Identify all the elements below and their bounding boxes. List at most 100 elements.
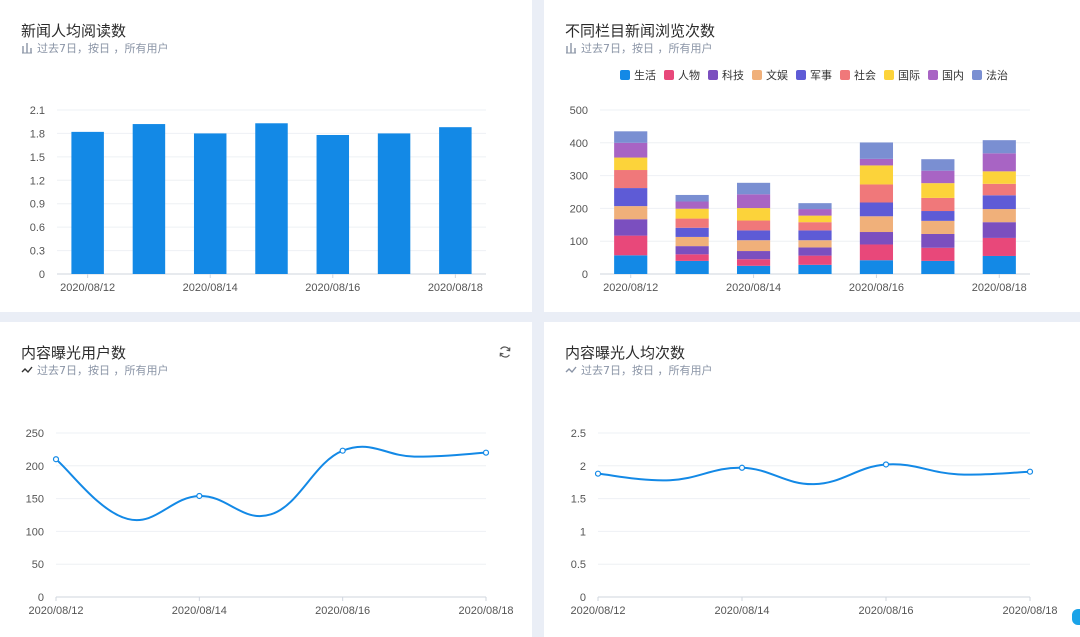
x-tick-label: 2020/08/12 bbox=[28, 605, 83, 617]
bar-segment bbox=[675, 194, 709, 202]
x-tick-label: 2020/08/16 bbox=[849, 282, 904, 294]
bar bbox=[255, 123, 288, 275]
card-subtitle: 过去7日，按日 ，所有用户 bbox=[21, 40, 169, 56]
bar-segment bbox=[736, 240, 771, 252]
x-tick-label: 2020/08/14 bbox=[183, 282, 238, 294]
legend-item[interactable]: 国内 bbox=[928, 67, 964, 83]
bar-segment bbox=[982, 209, 1016, 223]
data-point bbox=[1026, 468, 1034, 475]
legend-item[interactable]: 文娱 bbox=[752, 67, 788, 83]
line-chart-icon bbox=[565, 364, 577, 376]
legend-label: 国内 bbox=[942, 69, 964, 82]
bar-segment bbox=[982, 153, 1016, 172]
bar-segment bbox=[982, 171, 1016, 184]
bar-segment bbox=[859, 158, 894, 166]
bar-segment bbox=[736, 182, 771, 195]
bar-chart: 0 0.3 0.6 0.9 1.2 1.5 1.8 2.1 2020/08/12 2020/08/… bbox=[30, 105, 486, 294]
data-point bbox=[196, 492, 203, 500]
y-tick-label: 100 bbox=[26, 526, 44, 538]
bar-segment bbox=[736, 230, 771, 241]
legend-label: 社会 bbox=[854, 69, 876, 82]
legend-swatch bbox=[708, 70, 718, 80]
bar-chart-icon bbox=[565, 42, 577, 54]
legend-item[interactable]: 社会 bbox=[840, 67, 876, 83]
x-tick-label: 2020/08/16 bbox=[305, 282, 360, 294]
legend-item[interactable]: 国际 bbox=[884, 67, 920, 83]
bar-segment bbox=[736, 208, 771, 221]
bar-segment bbox=[798, 222, 832, 231]
bar-segment bbox=[859, 232, 894, 245]
legend-item[interactable]: 科技 bbox=[708, 67, 744, 83]
card-title: 不同栏目新闻浏览次数 bbox=[565, 22, 716, 40]
bar-segment bbox=[798, 230, 832, 241]
bar-segment bbox=[798, 255, 832, 265]
x-tick-label: 2020/08/12 bbox=[570, 605, 625, 617]
side-handle[interactable] bbox=[1072, 609, 1080, 625]
bar-segment bbox=[736, 251, 771, 260]
bar-segment bbox=[614, 157, 648, 171]
bar-segment bbox=[675, 218, 709, 228]
legend-swatch bbox=[752, 70, 762, 80]
card-news-avg-reads: 新闻人均阅读数 过去7日，按日 ，所有用户 0 0.3 0.6 0.9 1.2 1.5 1.… bbox=[0, 0, 532, 312]
bar-segment bbox=[921, 183, 955, 198]
legend-item[interactable]: 法治 bbox=[972, 67, 1008, 83]
bar-segment bbox=[859, 142, 894, 159]
bar-segment bbox=[921, 197, 955, 212]
bar-segment bbox=[798, 264, 832, 274]
series-line bbox=[597, 463, 1031, 486]
bar-segment bbox=[675, 260, 709, 274]
bar bbox=[193, 133, 227, 274]
y-tick-label: 200 bbox=[26, 461, 44, 473]
bar-segment bbox=[614, 170, 648, 189]
legend-label: 国际 bbox=[898, 69, 920, 82]
bar-segment bbox=[982, 237, 1016, 256]
legend-swatch bbox=[840, 70, 850, 80]
y-tick-label: 2.5 bbox=[571, 428, 586, 440]
subtitle-text: 过去7日，按日 ，所有用户 bbox=[581, 364, 713, 377]
y-tick-label: 1.8 bbox=[30, 128, 45, 140]
legend-item[interactable]: 人物 bbox=[664, 67, 700, 83]
legend-item[interactable]: 生活 bbox=[620, 67, 656, 83]
data-point bbox=[882, 461, 890, 468]
y-tick-label: 200 bbox=[570, 203, 588, 215]
y-tick-label: 2.1 bbox=[30, 105, 45, 117]
y-tick-label: 300 bbox=[570, 171, 588, 183]
line-chart-icon bbox=[21, 364, 33, 376]
bar-segment bbox=[614, 235, 648, 256]
bar-segment bbox=[614, 131, 648, 143]
series-line bbox=[55, 445, 487, 522]
card-subtitle: 过去7日，按日 ，所有用户 bbox=[565, 362, 713, 378]
x-tick-label: 2020/08/18 bbox=[458, 605, 513, 617]
bar-segment bbox=[982, 140, 1016, 154]
legend-swatch bbox=[664, 70, 674, 80]
bar-segment bbox=[921, 260, 955, 274]
refresh-icon[interactable] bbox=[498, 344, 512, 358]
legend-label: 法治 bbox=[986, 69, 1008, 82]
bar-segment bbox=[798, 240, 832, 248]
legend-label: 生活 bbox=[634, 69, 656, 82]
data-point bbox=[738, 464, 746, 471]
x-tick-label: 2020/08/14 bbox=[726, 282, 781, 294]
legend-label: 科技 bbox=[722, 69, 744, 82]
bar-segment bbox=[675, 201, 709, 209]
bar-segment bbox=[921, 247, 955, 261]
x-tick-label: 2020/08/12 bbox=[603, 282, 658, 294]
stacked-bar-chart: 0 100 200 300 400 500 2020/08/12 2020/08/14 2020… bbox=[570, 105, 1030, 294]
bar-segment bbox=[859, 165, 894, 185]
bar-segment bbox=[859, 184, 894, 203]
legend-item[interactable]: 军事 bbox=[796, 67, 832, 83]
bar-segment bbox=[982, 195, 1016, 210]
line-chart: 0 0.5 1 1.5 2 2.5 2020/08/12 2020/08/14 2020/08/… bbox=[570, 428, 1057, 617]
subtitle-text: 过去7日，按日 ，所有用户 bbox=[37, 364, 169, 377]
legend-swatch bbox=[796, 70, 806, 80]
bar-segment bbox=[982, 183, 1016, 196]
bar-segment bbox=[798, 203, 832, 210]
y-tick-label: 50 bbox=[32, 559, 44, 571]
bar-segment bbox=[982, 255, 1016, 274]
y-tick-label: 0 bbox=[582, 269, 588, 281]
y-tick-label: 0 bbox=[580, 592, 586, 604]
bar-segment bbox=[614, 255, 648, 274]
y-tick-label: 1.5 bbox=[30, 152, 45, 164]
data-point bbox=[52, 456, 60, 463]
card-exposure-avg: 内容曝光人均次数 过去7日，按日 ，所有用户 0 0.5 1 1.5 2 2.5 2020/… bbox=[544, 322, 1080, 637]
